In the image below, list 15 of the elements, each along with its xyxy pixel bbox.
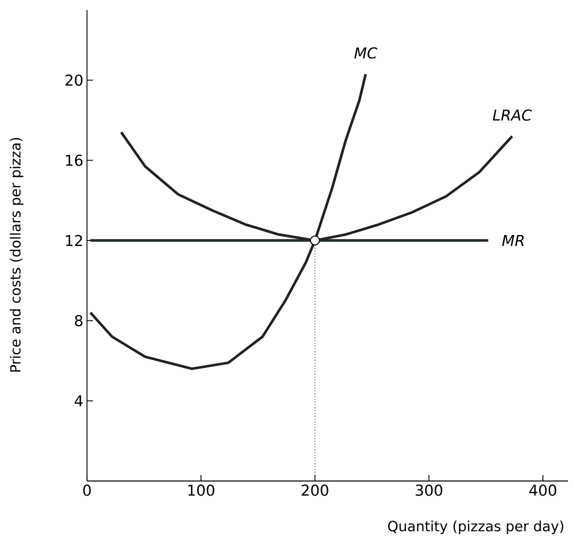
y-tick-label: 20 xyxy=(65,74,82,86)
x-tick-label: 0 xyxy=(83,484,91,496)
series-label: MC xyxy=(354,47,378,59)
y-tick-label: 16 xyxy=(66,154,83,166)
y-tick-label: 4 xyxy=(74,395,83,406)
series-label: MR xyxy=(502,235,524,246)
x-tick-label: 200 xyxy=(302,484,328,496)
x-tick-label: 100 xyxy=(188,484,214,496)
x-axis-title: Quantity (pizzas per day) xyxy=(388,520,564,534)
y-axis-title: Price and costs (dollars per pizza) xyxy=(10,138,24,372)
series-label: LRAC xyxy=(492,109,532,121)
x-tick-label: 400 xyxy=(529,484,556,496)
y-tick-label: 8 xyxy=(74,314,82,326)
y-tick-label: 12 xyxy=(66,234,82,246)
x-tick-label: 300 xyxy=(416,484,442,496)
